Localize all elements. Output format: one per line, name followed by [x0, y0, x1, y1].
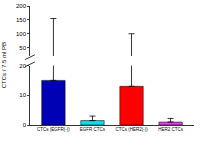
svg-text:100: 100	[16, 31, 27, 37]
svg-text:200: 200	[16, 3, 27, 9]
svg-text:150: 150	[16, 17, 27, 23]
svg-text:CTCs / 7.5 ml PB: CTCs / 7.5 ml PB	[1, 42, 7, 88]
svg-text:0: 0	[23, 122, 27, 128]
svg-text:CTCs (EGFR(-)): CTCs (EGFR(-))	[37, 127, 70, 132]
svg-text:20: 20	[19, 63, 26, 69]
svg-text:EGFR CTCs: EGFR CTCs	[80, 127, 106, 132]
svg-text:10: 10	[19, 92, 26, 98]
svg-text:CTCs (HER2(-)): CTCs (HER2(-))	[115, 127, 148, 132]
svg-text:50: 50	[19, 45, 26, 51]
svg-text:HER2 CTCs: HER2 CTCs	[158, 127, 184, 132]
